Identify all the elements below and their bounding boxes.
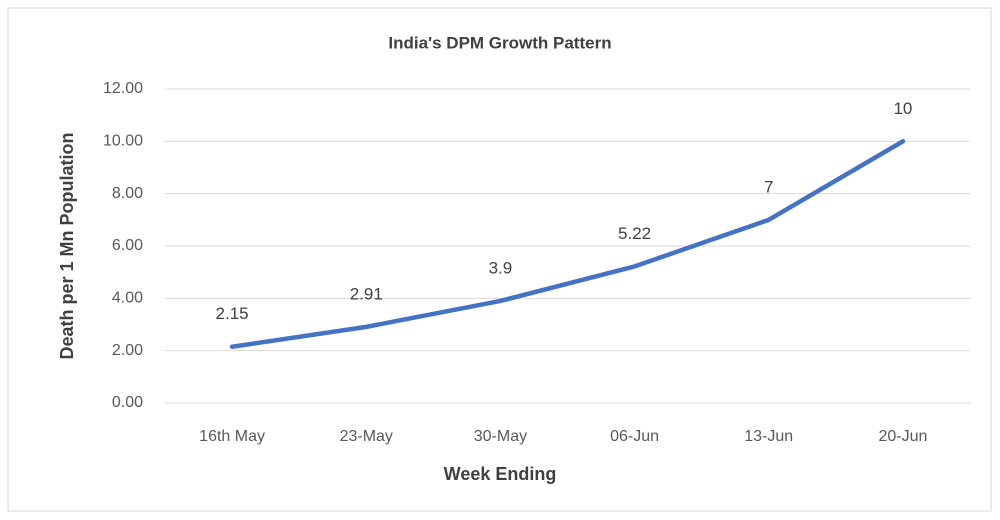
y-tick-label: 12.00 — [103, 80, 143, 97]
data-label: 2.15 — [216, 304, 249, 323]
y-axis-title: Death per 1 Mn Population — [57, 132, 77, 359]
x-tick-label: 23-May — [340, 428, 393, 445]
data-label: 3.9 — [489, 258, 513, 277]
chart-title: India's DPM Growth Pattern — [388, 33, 611, 52]
y-tick-label: 2.00 — [112, 342, 143, 359]
line-series — [229, 139, 906, 349]
data-label: 7 — [764, 177, 773, 196]
data-label: 5.22 — [618, 224, 651, 243]
y-tick-label: 10.00 — [103, 133, 143, 150]
x-tick-label: 16th May — [199, 428, 265, 445]
data-label: 10 — [893, 99, 912, 118]
chart-border — [7, 7, 992, 512]
x-tick-label: 30-May — [474, 428, 527, 445]
y-tick-label: 0.00 — [112, 394, 143, 411]
y-tick-label: 6.00 — [112, 237, 143, 254]
data-label: 2.91 — [350, 284, 383, 303]
x-tick-label: 13-Jun — [744, 428, 793, 445]
y-tick-label: 8.00 — [112, 185, 143, 202]
x-tick-label: 06-Jun — [610, 428, 659, 445]
x-axis-title: Week Ending — [444, 464, 557, 484]
y-tick-label: 4.00 — [112, 290, 143, 307]
x-tick-label: 20-Jun — [878, 428, 927, 445]
